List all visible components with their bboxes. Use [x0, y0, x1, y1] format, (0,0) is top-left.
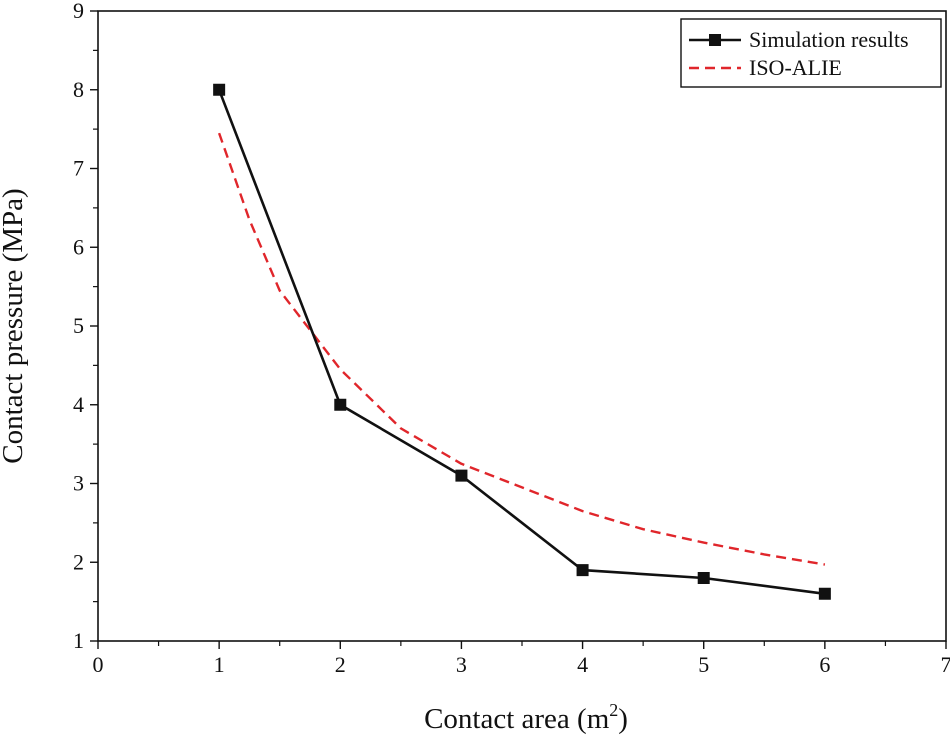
legend-label-iso-alie: ISO-ALIE [749, 55, 842, 80]
y-axis-label: Contact pressure (MPa) [0, 188, 29, 463]
data-point-square [818, 587, 831, 600]
y-tick-label: 5 [73, 313, 84, 338]
legend: Simulation results ISO-ALIE [680, 18, 942, 88]
y-tick-label: 2 [73, 549, 84, 574]
y-tick-label: 4 [73, 392, 84, 417]
y-tick-label: 6 [73, 234, 84, 259]
data-point-square [576, 564, 589, 577]
x-tick-label: 1 [214, 652, 225, 677]
y-tick-label: 9 [73, 0, 84, 23]
y-tick-label: 1 [73, 628, 84, 653]
tick-marks [90, 10, 947, 649]
x-tick-label: 6 [819, 652, 830, 677]
data-point-square [697, 572, 710, 584]
x-tick-label: 7 [941, 652, 950, 677]
y-tick-label: 8 [73, 77, 84, 102]
series-line-simulation-results [217, 89, 826, 596]
legend-box [680, 18, 942, 88]
y-tick-label: 3 [73, 471, 84, 496]
x-tick-label: 0 [93, 652, 104, 677]
legend-label-simulation: Simulation results [749, 27, 909, 52]
x-tick-label: 2 [335, 652, 346, 677]
x-tick-label: 4 [577, 652, 588, 677]
series-line-iso-alie [217, 132, 826, 566]
data-point-square [334, 398, 347, 411]
x-axis-label: Contact area (m2) [424, 700, 628, 735]
data-point-square [213, 83, 226, 96]
y-tick-label: 7 [73, 156, 84, 181]
data-point-square [455, 469, 468, 482]
x-tick-label: 5 [698, 652, 709, 677]
series-layer [213, 83, 831, 600]
legend-marker-simulation [709, 34, 721, 46]
x-tick-label: 3 [456, 652, 467, 677]
